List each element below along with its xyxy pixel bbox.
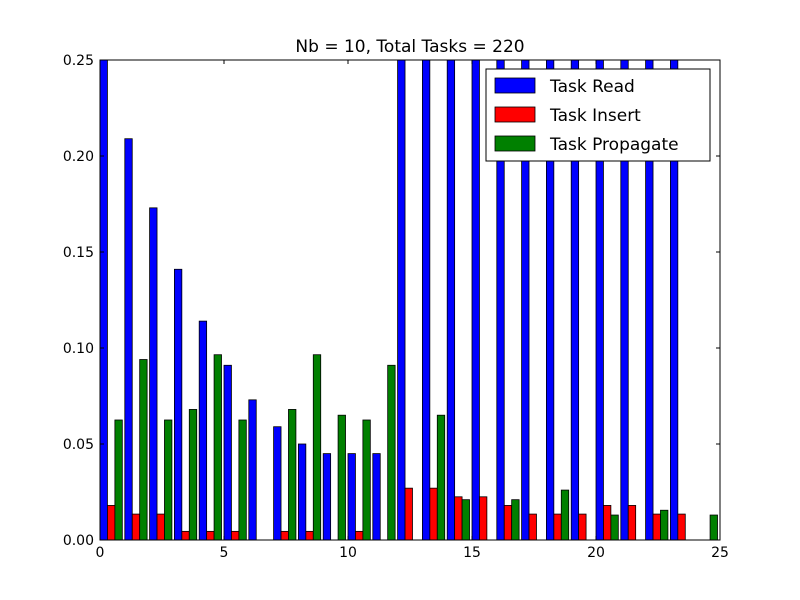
y-tick-label: 0.20 xyxy=(63,149,94,165)
bar-task-read-10 xyxy=(347,453,356,541)
bar-task-insert-15 xyxy=(479,496,488,541)
bar-task-propagate-24 xyxy=(709,514,718,541)
y-tick-label: 0.10 xyxy=(63,341,94,357)
bar-task-read-2 xyxy=(149,207,158,541)
bar-task-insert-23 xyxy=(677,513,686,541)
legend-label: Task Insert xyxy=(549,106,641,126)
y-tick-label: 0.00 xyxy=(63,533,94,549)
legend-label: Task Propagate xyxy=(549,135,679,155)
bar-task-insert-0 xyxy=(107,505,116,541)
y-tick-label: 0.05 xyxy=(63,437,94,453)
bar-task-propagate-5 xyxy=(238,419,247,541)
x-tick-label: 0 xyxy=(96,545,105,561)
bar-task-propagate-16 xyxy=(511,499,520,541)
bar-task-propagate-8 xyxy=(312,354,322,541)
bar-task-propagate-22 xyxy=(660,509,669,541)
bar-task-read-12 xyxy=(397,59,406,541)
bar-task-propagate-1 xyxy=(139,359,148,541)
bar-task-insert-10 xyxy=(355,530,364,541)
legend-swatch xyxy=(494,77,536,94)
bar-task-propagate-7 xyxy=(288,409,297,541)
bar-task-insert-12 xyxy=(404,487,413,541)
bar-task-propagate-14 xyxy=(461,499,470,541)
axes-layer: 0 5 10 15 20 25 0.00 0.05 0.10 0.15 0.20 0.25 xyxy=(63,53,729,561)
bar-task-read-14 xyxy=(446,59,456,541)
bar-task-insert-1 xyxy=(131,513,141,541)
bar-task-insert-22 xyxy=(652,513,661,541)
y-tick-label: 0.25 xyxy=(63,53,94,69)
plot-frame xyxy=(99,59,721,541)
bar-task-insert-19 xyxy=(578,513,587,541)
bar-task-read-6 xyxy=(248,399,257,541)
bar-task-insert-21 xyxy=(627,505,637,541)
bar-task-propagate-2 xyxy=(164,419,173,541)
bar-task-propagate-11 xyxy=(387,364,396,541)
bar-task-propagate-0 xyxy=(114,419,123,541)
bar-task-insert-18 xyxy=(553,513,562,541)
bar-task-propagate-18 xyxy=(560,489,570,541)
bar-task-read-8 xyxy=(297,443,307,541)
bar-task-read-5 xyxy=(223,364,232,541)
x-tick-label: 5 xyxy=(220,545,229,561)
bar-task-insert-3 xyxy=(181,530,190,541)
legend-swatch xyxy=(494,135,536,152)
bar-task-read-1 xyxy=(124,138,133,541)
bar-task-read-11 xyxy=(372,453,381,541)
x-tick-label: 25 xyxy=(711,545,729,561)
x-tick-label: 10 xyxy=(339,545,357,561)
x-tick-label: 20 xyxy=(587,545,605,561)
bar-task-propagate-9 xyxy=(337,414,346,541)
bar-task-insert-8 xyxy=(305,530,314,541)
bar-task-insert-5 xyxy=(231,530,240,541)
bar-task-insert-16 xyxy=(503,505,513,541)
bar-task-insert-14 xyxy=(454,496,463,541)
bar-task-propagate-4 xyxy=(213,354,222,541)
bar-task-read-13 xyxy=(421,59,431,541)
y-tick-label: 0.15 xyxy=(63,245,94,261)
bar-task-insert-4 xyxy=(206,530,215,541)
bar-task-propagate-20 xyxy=(610,514,619,541)
legend-swatch xyxy=(494,106,536,123)
bar-task-read-4 xyxy=(198,320,208,541)
bar-task-insert-7 xyxy=(280,530,289,541)
bar-task-propagate-13 xyxy=(436,414,446,541)
bar-task-insert-17 xyxy=(528,513,537,541)
bar-task-read-3 xyxy=(173,268,183,541)
bar-task-read-0 xyxy=(99,59,108,541)
bar-task-propagate-3 xyxy=(188,409,198,541)
legend: Task Read Task Insert Task Propagate xyxy=(485,68,711,162)
bar-task-read-9 xyxy=(322,453,332,541)
bar-task-read-15 xyxy=(471,59,480,541)
legend-label: Task Read xyxy=(549,77,635,97)
x-tick-label: 15 xyxy=(463,545,481,561)
bar-task-insert-20 xyxy=(603,505,612,541)
bar-task-insert-2 xyxy=(156,513,165,541)
chart-title: Nb = 10, Total Tasks = 220 xyxy=(295,37,524,57)
bar-task-propagate-10 xyxy=(362,419,371,541)
bar-task-insert-13 xyxy=(429,487,438,541)
bar-task-read-7 xyxy=(273,426,282,541)
